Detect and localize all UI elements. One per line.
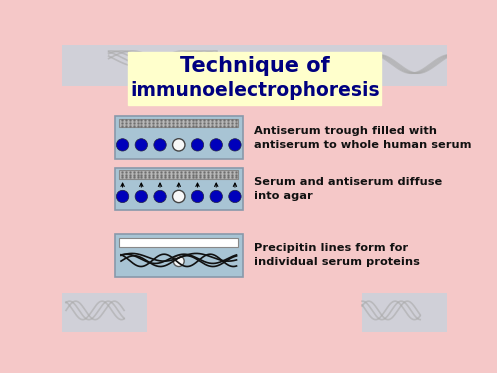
FancyBboxPatch shape [119, 170, 238, 179]
Circle shape [229, 139, 241, 151]
FancyBboxPatch shape [62, 45, 447, 85]
Circle shape [135, 139, 148, 151]
Text: immunoelectrophoresis: immunoelectrophoresis [130, 81, 380, 100]
Text: Precipitin lines form for
individual serum proteins: Precipitin lines form for individual ser… [254, 243, 420, 267]
Circle shape [191, 139, 204, 151]
Circle shape [172, 190, 185, 203]
Circle shape [154, 139, 166, 151]
Circle shape [229, 190, 241, 203]
Circle shape [173, 256, 184, 267]
FancyBboxPatch shape [115, 168, 243, 210]
Text: Technique of: Technique of [180, 56, 330, 76]
Circle shape [116, 139, 129, 151]
Circle shape [191, 190, 204, 203]
Circle shape [210, 139, 223, 151]
Circle shape [135, 190, 148, 203]
Circle shape [154, 190, 166, 203]
FancyBboxPatch shape [119, 119, 238, 127]
FancyBboxPatch shape [119, 238, 238, 247]
FancyBboxPatch shape [115, 116, 243, 159]
Text: Antiserum trough filled with
antiserum to whole human serum: Antiserum trough filled with antiserum t… [254, 126, 472, 150]
FancyBboxPatch shape [115, 234, 243, 276]
FancyBboxPatch shape [128, 53, 381, 105]
Circle shape [116, 190, 129, 203]
Text: Serum and antiserum diffuse
into agar: Serum and antiserum diffuse into agar [254, 177, 442, 201]
FancyBboxPatch shape [62, 294, 148, 332]
FancyBboxPatch shape [362, 294, 447, 332]
Circle shape [172, 139, 185, 151]
Circle shape [210, 190, 223, 203]
